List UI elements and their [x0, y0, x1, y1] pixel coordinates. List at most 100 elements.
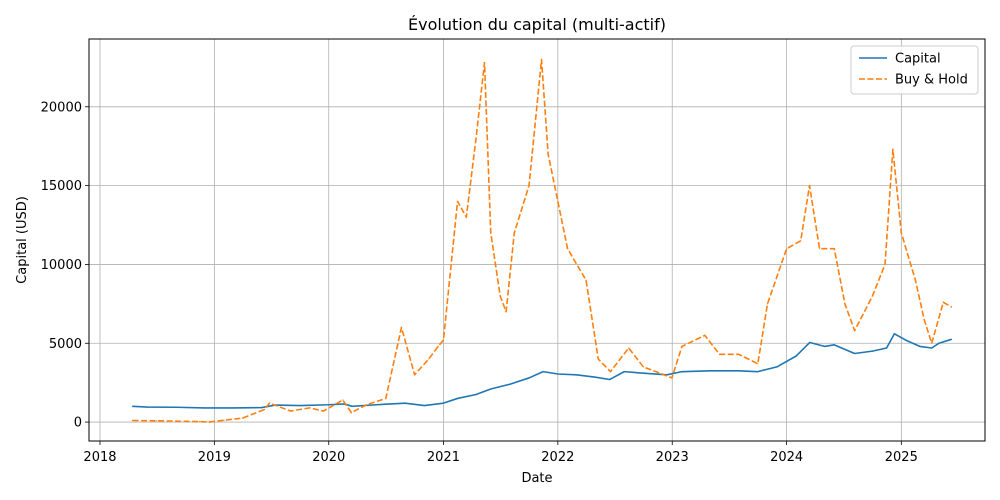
- data-point: [475, 137, 477, 139]
- data-point: [704, 334, 706, 336]
- data-point: [131, 419, 134, 422]
- data-point: [628, 347, 630, 349]
- data-point: [223, 419, 225, 421]
- data-point: [509, 383, 511, 385]
- data-point: [681, 371, 683, 373]
- data-point: [263, 408, 266, 411]
- data-point: [208, 421, 210, 423]
- data-point: [844, 303, 846, 305]
- data-point: [499, 295, 501, 297]
- y-tick-label: 15000: [41, 179, 82, 194]
- data-point: [800, 240, 802, 242]
- data-point: [528, 185, 530, 187]
- data-point: [884, 263, 886, 266]
- data-point: [350, 412, 352, 414]
- data-point: [594, 376, 597, 378]
- data-point: [322, 410, 325, 412]
- data-point: [299, 404, 301, 407]
- data-point: [146, 406, 148, 408]
- y-axis: 0 5000 10000 15000 20000: [41, 100, 89, 431]
- data-point: [428, 358, 430, 360]
- data-point: [375, 404, 377, 406]
- data-point: [456, 200, 459, 202]
- x-tick-label: 2024: [770, 450, 803, 465]
- data-point: [490, 388, 492, 390]
- series-line-buy-and-hold: [132, 58, 952, 423]
- data-point: [808, 185, 811, 187]
- data-point: [309, 407, 311, 409]
- data-point: [442, 402, 445, 404]
- data-point: [833, 344, 835, 346]
- y-tick-label: 0: [74, 416, 82, 431]
- data-point: [709, 370, 711, 372]
- data-point: [483, 62, 486, 64]
- data-point: [513, 232, 515, 234]
- plot-frame: [88, 38, 986, 442]
- data-point: [919, 345, 921, 348]
- data-point: [642, 372, 645, 374]
- data-point: [505, 311, 507, 313]
- data-point: [261, 406, 263, 409]
- x-tick-label: 2019: [198, 450, 231, 465]
- data-point: [893, 333, 896, 335]
- data-point: [885, 347, 888, 349]
- plot-area: [131, 58, 953, 423]
- data-point: [328, 404, 330, 406]
- data-point: [655, 371, 657, 373]
- data-point: [931, 347, 933, 349]
- y-axis-label: Capital (USD): [15, 196, 30, 284]
- data-point: [738, 370, 740, 372]
- data-point: [795, 355, 797, 357]
- data-point: [241, 417, 244, 419]
- x-tick-label: 2018: [83, 450, 116, 465]
- data-point: [404, 402, 406, 404]
- data-point: [351, 405, 353, 407]
- data-point: [766, 303, 769, 305]
- data-point: [914, 279, 917, 281]
- data-point: [204, 407, 206, 409]
- data-point: [528, 377, 530, 379]
- x-tick-label: 2025: [885, 450, 918, 465]
- data-point: [268, 402, 271, 404]
- data-point: [681, 345, 683, 348]
- data-point: [547, 153, 549, 155]
- data-point: [950, 306, 953, 308]
- data-point: [400, 326, 403, 329]
- data-point: [609, 371, 612, 373]
- data-point: [942, 301, 944, 303]
- data-point: [575, 374, 577, 376]
- data-point: [923, 319, 925, 321]
- data-point: [566, 248, 569, 250]
- data-point: [585, 279, 587, 281]
- data-point: [833, 248, 835, 250]
- data-point: [623, 371, 625, 373]
- data-point: [757, 371, 759, 373]
- data-point: [854, 330, 856, 332]
- data-point: [437, 345, 439, 348]
- x-axis-label: Date: [521, 471, 552, 486]
- data-point: [776, 366, 778, 368]
- data-point: [465, 216, 467, 218]
- data-point: [854, 352, 856, 355]
- series-line-capital: [132, 333, 952, 409]
- data-point: [385, 397, 387, 400]
- data-point: [809, 341, 811, 344]
- data-point: [871, 350, 874, 352]
- x-tick-label: 2023: [656, 450, 689, 465]
- legend: Capital Buy & Hold: [850, 45, 979, 95]
- data-point: [232, 407, 234, 409]
- data-point: [905, 339, 907, 341]
- legend-label: Capital: [895, 52, 941, 67]
- data-point: [131, 405, 134, 407]
- data-point: [475, 393, 477, 396]
- x-tick-label: 2021: [427, 450, 460, 465]
- data-point: [931, 342, 933, 344]
- data-point: [557, 373, 559, 375]
- data-point: [156, 420, 158, 422]
- data-point: [892, 148, 894, 150]
- data-point: [540, 58, 543, 61]
- x-axis: 2018 2019 2020 2021 2022 2023 2024 2025: [83, 441, 918, 465]
- data-point: [671, 377, 673, 379]
- x-tick-label: 2020: [312, 450, 345, 465]
